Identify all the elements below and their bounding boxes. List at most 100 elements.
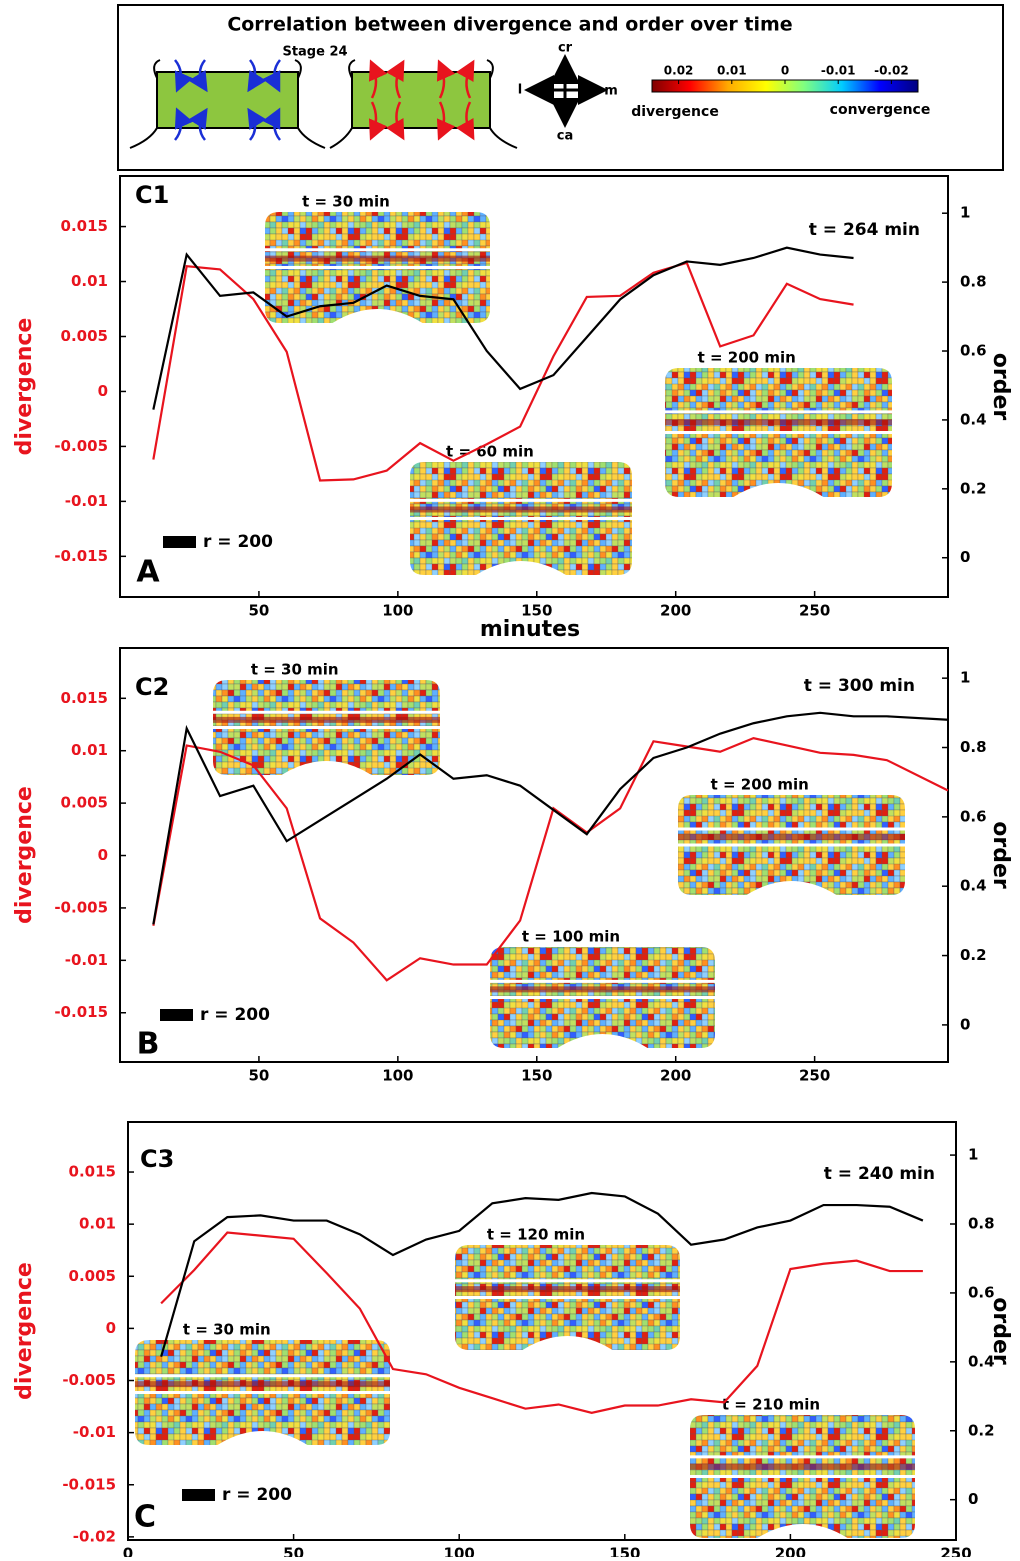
- y-tick-label: 0.015: [69, 1163, 116, 1181]
- scale-bar: [163, 536, 196, 548]
- y2-tick-label: 0.6: [960, 342, 987, 360]
- stage-label: Stage 24: [282, 45, 347, 60]
- corner-label: C: [134, 1500, 156, 1535]
- y-axis-label: divergence: [12, 318, 37, 456]
- y2-tick-label: 0.4: [968, 1352, 995, 1370]
- series-line: [160, 1231, 923, 1414]
- compass-label: cr: [558, 41, 573, 56]
- scale-label: r = 200: [203, 532, 273, 552]
- time-label: t = 264 min: [809, 220, 920, 240]
- plot-frame: [119, 175, 949, 598]
- x-axis-label: minutes: [480, 617, 580, 642]
- y2-tick-label: 0.2: [960, 946, 987, 964]
- scale-bar: [160, 1009, 193, 1021]
- y-axis-label: divergence: [12, 786, 37, 924]
- inset-label: t = 30 min: [183, 1321, 271, 1339]
- x-tick-label: 200: [660, 602, 691, 620]
- y-tick-label: 0.01: [79, 1215, 116, 1233]
- y-tick-label: -0.005: [62, 1371, 116, 1389]
- time-label: t = 300 min: [804, 676, 915, 696]
- series-line: [152, 711, 949, 925]
- y-tick-label: -0.015: [62, 1475, 116, 1493]
- inset-label: t = 200 min: [711, 776, 809, 794]
- y-tick-label: 0.01: [71, 272, 108, 290]
- x-tick-label: 50: [248, 602, 269, 620]
- inset-label: t = 210 min: [722, 1396, 820, 1414]
- scale-label: r = 200: [222, 1485, 292, 1505]
- series-line: [152, 736, 949, 982]
- plot-frame: [127, 1121, 957, 1541]
- series-line: [160, 1191, 924, 1357]
- y-tick-label: -0.02: [73, 1527, 116, 1545]
- x-tick-label: 150: [521, 1067, 552, 1085]
- scale-label: r = 200: [200, 1005, 270, 1025]
- y-axis-label: divergence: [12, 1262, 37, 1400]
- compass-label: m: [604, 84, 618, 99]
- y-tick-label: 0.01: [71, 741, 108, 759]
- compass-label: l: [518, 83, 522, 98]
- y-tick-label: -0.005: [54, 898, 108, 916]
- y2-tick-label: 0.4: [960, 410, 987, 428]
- y2-tick-label: 0.8: [960, 738, 987, 756]
- y-tick-label: 0.015: [61, 217, 108, 235]
- scale-bar: [182, 1489, 215, 1501]
- y2-tick-label: 0: [968, 1490, 978, 1508]
- corner-label: A: [136, 555, 160, 590]
- y2-axis-label: order: [988, 353, 1013, 421]
- colorbar-tick-label: 0.02: [664, 64, 694, 78]
- panel-label: C2: [135, 673, 169, 701]
- x-tick-label: 250: [799, 602, 830, 620]
- inset-label: t = 100 min: [522, 928, 620, 946]
- y-tick-label: -0.015: [54, 547, 108, 565]
- y-tick-label: -0.01: [73, 1423, 116, 1441]
- series-line: [152, 261, 854, 482]
- inset-label: t = 200 min: [698, 349, 796, 367]
- x-tick-label: 100: [382, 602, 413, 620]
- colorbar-high-label: convergence: [830, 102, 931, 118]
- y-tick-label: 0.005: [69, 1267, 116, 1285]
- y2-tick-label: 0.6: [960, 807, 987, 825]
- x-tick-label: 50: [248, 1067, 269, 1085]
- y-tick-label: 0.005: [61, 327, 108, 345]
- inset-label: t = 120 min: [487, 1226, 585, 1244]
- compass-label: ca: [557, 129, 573, 144]
- inset-label: t = 60 min: [446, 443, 534, 461]
- time-label: t = 240 min: [824, 1164, 935, 1184]
- header-title: Correlation between divergence and order…: [227, 14, 792, 36]
- y-tick-label: -0.01: [65, 492, 108, 510]
- x-tick-label: 150: [521, 602, 552, 620]
- y-tick-label: 0: [98, 846, 108, 864]
- y2-tick-label: 0.2: [960, 479, 987, 497]
- x-tick-label: 200: [660, 1067, 691, 1085]
- y2-tick-label: 0.8: [960, 273, 987, 291]
- y2-tick-label: 0.4: [960, 877, 987, 895]
- x-tick-label: 50: [283, 1545, 304, 1558]
- y2-axis-label: order: [988, 821, 1013, 889]
- colorbar-tick-label: -0.02: [874, 64, 909, 78]
- y-tick-label: 0: [98, 382, 108, 400]
- y2-tick-label: 0.8: [968, 1215, 995, 1233]
- colorbar-tick-label: -0.01: [821, 64, 856, 78]
- y-tick-label: 0: [106, 1319, 116, 1337]
- x-tick-label: 250: [799, 1067, 830, 1085]
- colorbar-low-label: divergence: [631, 104, 719, 120]
- x-tick-label: 0: [123, 1545, 133, 1558]
- y-tick-label: 0.015: [61, 689, 108, 707]
- y-tick-label: -0.005: [54, 437, 108, 455]
- x-tick-label: 100: [444, 1545, 475, 1558]
- y-tick-label: 0.005: [61, 794, 108, 812]
- y2-tick-label: 1: [960, 204, 970, 222]
- x-tick-label: 200: [775, 1545, 806, 1558]
- y2-tick-label: 0.6: [968, 1283, 995, 1301]
- panel-label: C3: [140, 1145, 174, 1173]
- series-line: [152, 246, 854, 410]
- y2-tick-label: 1: [960, 669, 970, 687]
- inset-label: t = 30 min: [251, 661, 339, 679]
- corner-label: B: [137, 1027, 160, 1062]
- compass: cr ca l m: [518, 41, 618, 144]
- y2-tick-label: 0.2: [968, 1421, 995, 1439]
- y2-axis-label: order: [988, 1297, 1013, 1365]
- y2-tick-label: 0: [960, 548, 970, 566]
- y-tick-label: -0.01: [65, 951, 108, 969]
